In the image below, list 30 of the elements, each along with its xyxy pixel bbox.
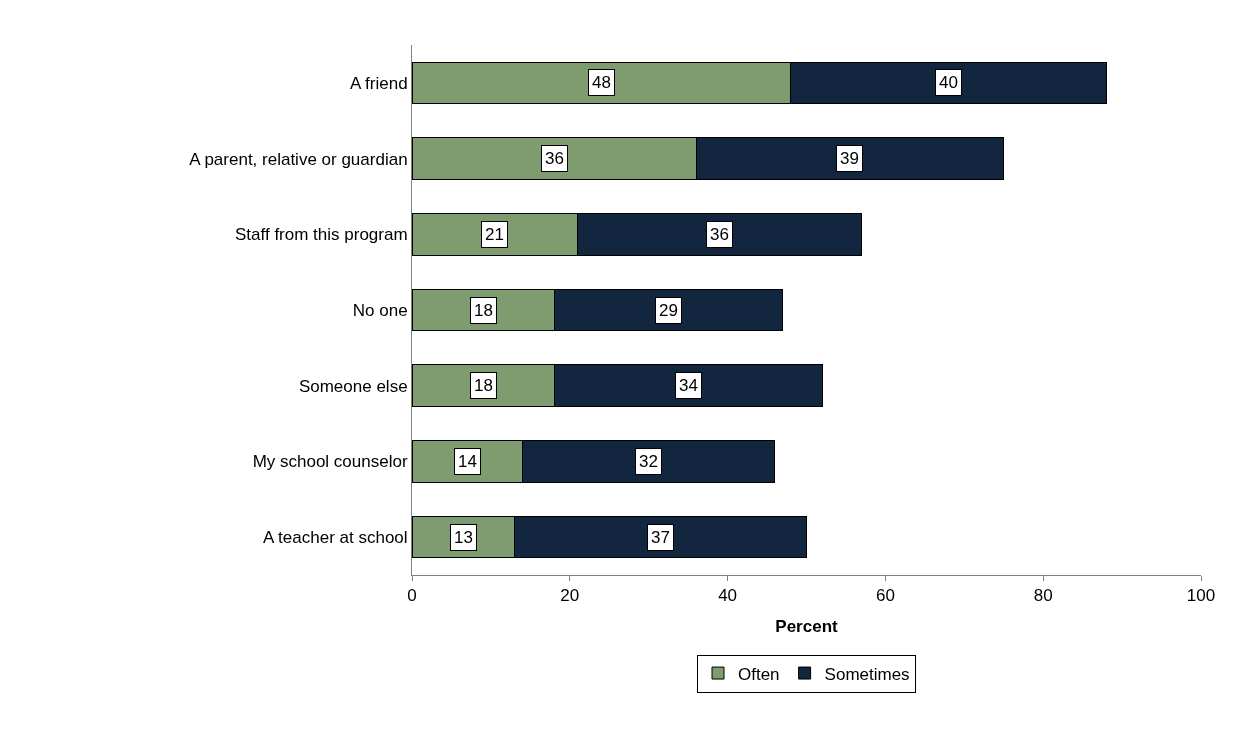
x-tick-label: 20	[560, 586, 580, 606]
x-axis-title: Percent	[775, 616, 839, 636]
data-label: 18	[474, 376, 493, 395]
y-tick-label: No one	[352, 300, 408, 320]
x-tick-label: 100	[1186, 586, 1216, 606]
data-label: 37	[651, 528, 670, 547]
data-label: 18	[474, 301, 493, 320]
legend-label: Sometimes	[824, 664, 910, 684]
data-label: 13	[454, 528, 473, 547]
data-label: 39	[840, 149, 859, 168]
data-label: 34	[679, 376, 698, 395]
y-tick-label: Staff from this program	[235, 225, 408, 245]
y-tick-label: My school counselor	[252, 452, 408, 472]
y-tick-label: A friend	[349, 73, 408, 93]
data-label: 21	[485, 225, 504, 244]
y-tick-label: A teacher at school	[263, 528, 408, 548]
data-label: 48	[592, 73, 611, 92]
data-label: 40	[939, 73, 958, 92]
legend-label: Often	[738, 664, 780, 684]
data-label: 14	[458, 452, 477, 471]
data-label: 36	[710, 225, 729, 244]
x-tick-label: 60	[875, 586, 895, 606]
x-tick-label: 40	[718, 586, 738, 606]
x-tick-label: 80	[1033, 586, 1053, 606]
y-tick-label: A parent, relative or guardian	[189, 149, 408, 169]
data-label: 29	[659, 301, 678, 320]
x-tick-label: 0	[407, 586, 417, 606]
data-label: 32	[639, 452, 658, 471]
data-label: 36	[545, 149, 564, 168]
y-tick-label: Someone else	[298, 376, 408, 396]
